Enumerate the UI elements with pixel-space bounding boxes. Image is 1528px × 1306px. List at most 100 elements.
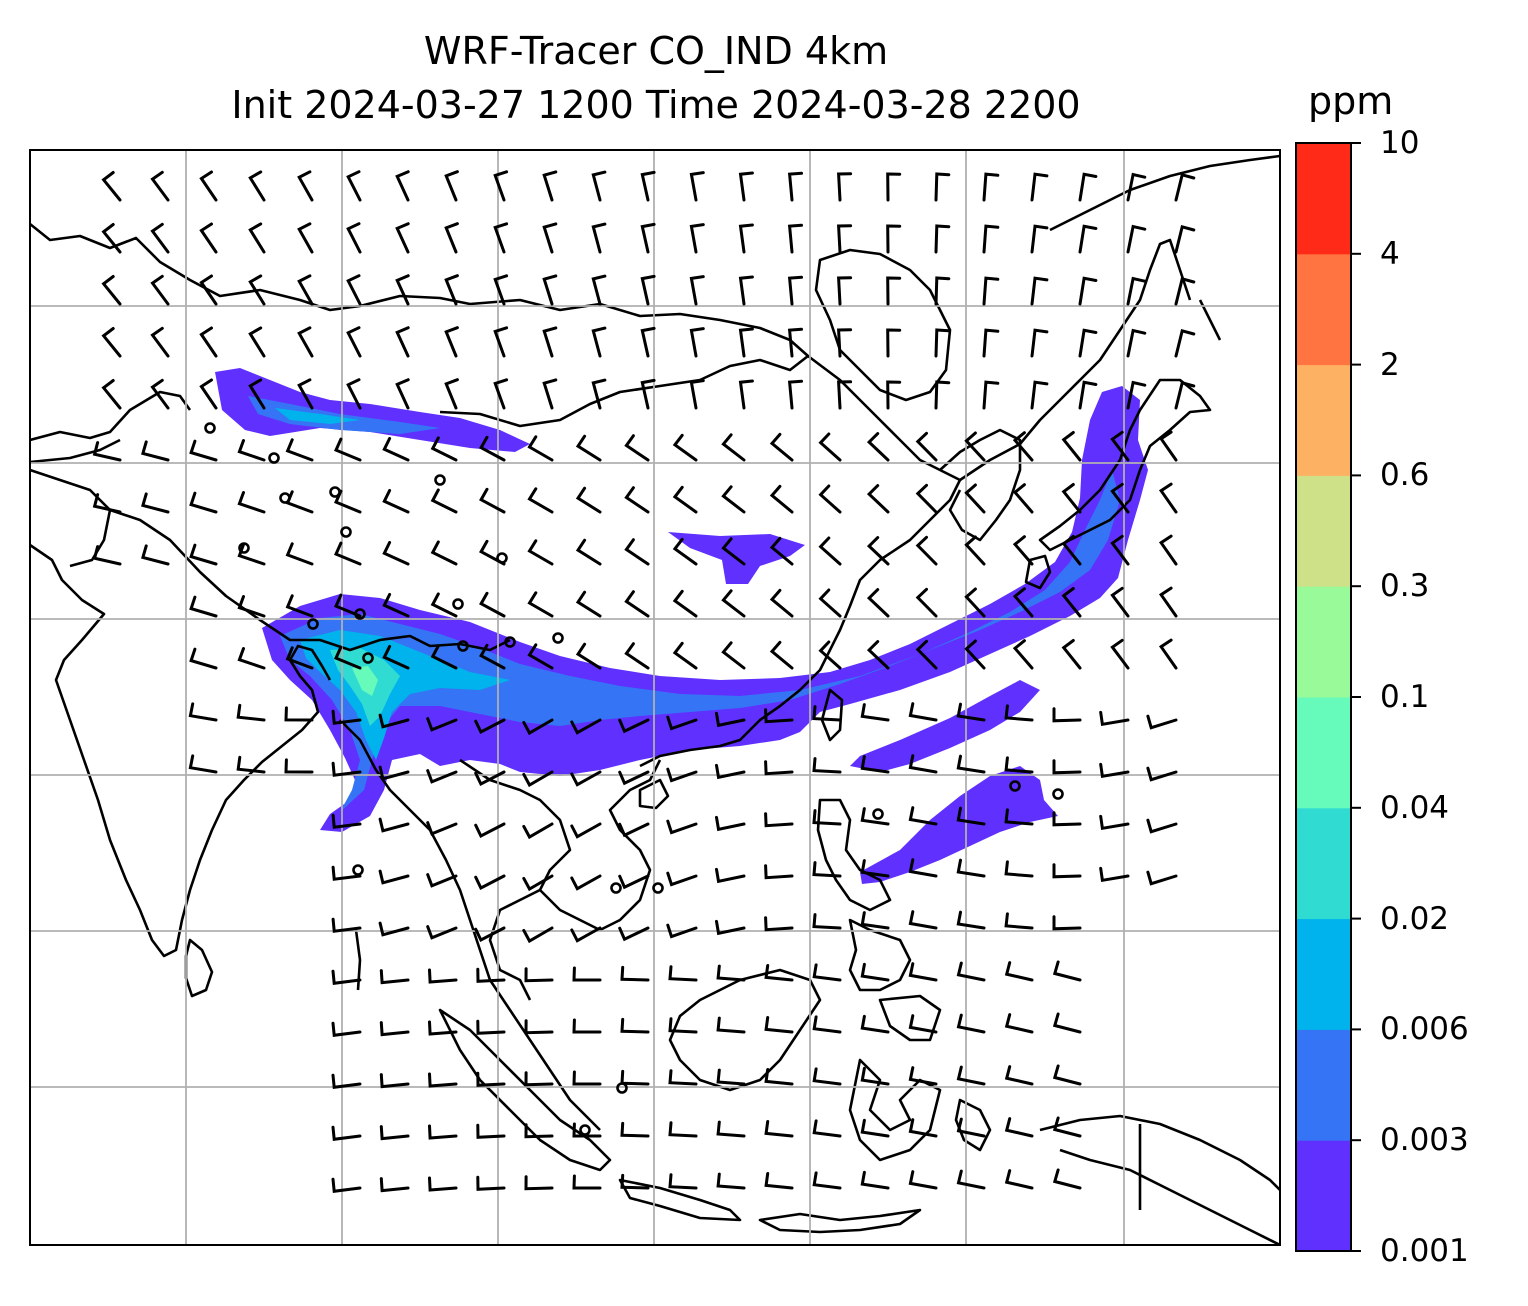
- wind-barb: [689, 327, 705, 358]
- calm-wind-circle: [452, 598, 464, 610]
- japan-honshu: [1038, 378, 1212, 552]
- wind-barb: [1052, 863, 1082, 879]
- wind-barb: [934, 172, 951, 202]
- wind-barb: [1110, 586, 1130, 618]
- wind-barb: [666, 819, 698, 835]
- wind-barb: [716, 1068, 746, 1086]
- wind-barb: [908, 1118, 938, 1138]
- wind-barb: [964, 483, 986, 514]
- wind-barb: [716, 1016, 746, 1034]
- wind-barb: [476, 1175, 506, 1191]
- wind-barb: [964, 639, 986, 670]
- wind-barb: [331, 1177, 362, 1193]
- wind-barb: [141, 544, 170, 566]
- wind-barb: [331, 865, 362, 881]
- wind-barb: [524, 1175, 554, 1191]
- wind-barb: [379, 1021, 410, 1037]
- wind-barb: [382, 593, 410, 618]
- wind-barb: [426, 873, 458, 888]
- colorbar-tick-label: 0.001: [1380, 1233, 1469, 1269]
- wind-barb: [189, 439, 218, 462]
- wind-barb: [430, 592, 458, 618]
- wind-barb: [1078, 224, 1098, 254]
- wind-barb: [764, 760, 794, 776]
- wind-barb: [426, 925, 458, 940]
- wind-barb: [956, 910, 986, 930]
- wind-barb: [1158, 586, 1178, 618]
- wind-barb: [764, 1172, 794, 1190]
- wind-barb: [426, 821, 458, 836]
- wind-barb: [331, 709, 362, 725]
- wind-barb: [666, 871, 698, 887]
- wind-barb: [812, 861, 842, 878]
- wind-barb: [527, 435, 554, 462]
- wind-barb: [150, 222, 170, 254]
- calm-wind-circle: [616, 1082, 628, 1094]
- wind-barb: [1146, 714, 1178, 730]
- myanmar-coastline: [339, 719, 601, 1131]
- wind-barb: [284, 706, 314, 722]
- wind-barb: [1052, 1116, 1082, 1138]
- kazakh-border: [30, 438, 121, 464]
- wind-barb: [188, 754, 218, 774]
- calm-wind-circle: [504, 636, 516, 648]
- wind-barb: [812, 1171, 842, 1190]
- wind-barb: [886, 380, 902, 410]
- wind-barb: [915, 639, 938, 670]
- wind-barb: [297, 170, 314, 202]
- wind-barb: [524, 967, 554, 983]
- wind-barb: [1012, 639, 1034, 670]
- plume-east-band: [850, 680, 1040, 772]
- wind-barb: [956, 754, 986, 774]
- java: [618, 1178, 742, 1222]
- wind-barb: [866, 484, 890, 514]
- wind-barb: [666, 715, 698, 731]
- calm-wind-circle: [434, 474, 446, 486]
- wind-barb: [764, 812, 794, 828]
- wind-barb: [956, 1117, 986, 1138]
- manchuria-border: [814, 248, 952, 402]
- wind-barb: [956, 1013, 986, 1034]
- colorbar-segment: [1296, 697, 1351, 809]
- wind-barb: [1099, 710, 1130, 727]
- wind-barb: [769, 536, 794, 566]
- wind-barb: [715, 763, 746, 780]
- wind-barb: [334, 541, 362, 566]
- wind-barb: [395, 274, 410, 306]
- colorbar-segment: [1296, 1140, 1351, 1252]
- calm-wind-circle: [340, 526, 352, 538]
- calm-wind-circle: [329, 486, 341, 498]
- wind-barb: [956, 858, 986, 878]
- philippines-mindanao: [878, 994, 942, 1042]
- wind-barb: [689, 223, 705, 254]
- wind-barb: [982, 276, 1000, 306]
- colorbar-tick-label: 0.6: [1380, 457, 1430, 494]
- wind-barb: [818, 484, 842, 514]
- calm-wind-circle: [204, 422, 216, 434]
- wind-barb: [591, 170, 607, 202]
- wind-barb: [527, 591, 554, 618]
- wind-barb: [430, 488, 458, 514]
- wind-barb: [331, 1073, 362, 1089]
- wind-barb: [1174, 224, 1196, 254]
- china-east-coast: [639, 354, 962, 768]
- wind-barb: [1078, 380, 1098, 410]
- wind-barb: [522, 822, 554, 840]
- wind-barb: [668, 1173, 698, 1190]
- wind-barb: [1126, 276, 1147, 306]
- wind-barb: [1174, 380, 1196, 410]
- wind-barb: [812, 757, 842, 774]
- plume-north-level-0: [215, 368, 530, 452]
- wind-barb: [1099, 762, 1130, 779]
- wind-barb: [199, 170, 218, 202]
- wind-barb: [479, 435, 506, 462]
- wind-barb: [331, 1125, 362, 1141]
- wind-barb: [430, 644, 458, 670]
- wind-barb: [237, 491, 266, 514]
- wind-barb: [474, 926, 506, 943]
- wind-barb: [956, 1169, 986, 1190]
- wind-barb: [860, 1118, 890, 1138]
- wind-barb: [640, 326, 656, 358]
- wind-barb: [522, 926, 554, 944]
- wind-barb: [444, 222, 459, 254]
